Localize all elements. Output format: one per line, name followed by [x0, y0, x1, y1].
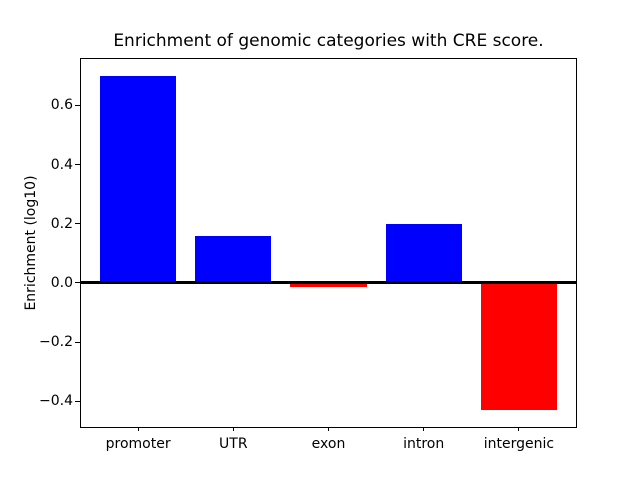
y-tick: [75, 164, 80, 166]
plot-area: −0.4 −0.2 0.0 0.2 0.4 0.6 promoter UTR exon intro…: [39, 58, 577, 452]
y-tick-label: 0.6: [50, 97, 73, 114]
bar-exon: [290, 282, 367, 288]
y-tick: [75, 104, 80, 106]
x-tick-label-exon: exon: [311, 436, 346, 452]
x-tick: [423, 427, 425, 431]
x-tick-label-intron: intron: [403, 436, 445, 452]
y-tick-label: 0.2: [50, 215, 73, 232]
x-tick-label-UTR: UTR: [219, 436, 248, 452]
x-tick: [518, 427, 520, 431]
bar-UTR: [195, 235, 272, 283]
bar-intron: [385, 223, 462, 283]
y-tick-label: 0.4: [50, 156, 73, 173]
y-tick-label: −0.4: [39, 393, 73, 410]
chart-title: Enrichment of genomic categories with CR…: [113, 31, 544, 51]
y-tick: [75, 341, 80, 343]
y-tick: [75, 400, 80, 402]
x-tick-label-promoter: promoter: [105, 436, 171, 452]
zero-line: [81, 281, 576, 285]
x-tick: [328, 427, 329, 431]
bar-promoter: [100, 75, 177, 283]
y-tick: [75, 282, 80, 284]
x-tick: [137, 427, 139, 431]
y-tick-label: 0.0: [50, 274, 73, 291]
x-tick-label-intergenic: intergenic: [483, 436, 555, 452]
y-tick: [75, 223, 80, 225]
bar-intergenic: [480, 282, 557, 411]
x-tick: [232, 427, 234, 431]
y-tick-label: −0.2: [39, 334, 73, 351]
